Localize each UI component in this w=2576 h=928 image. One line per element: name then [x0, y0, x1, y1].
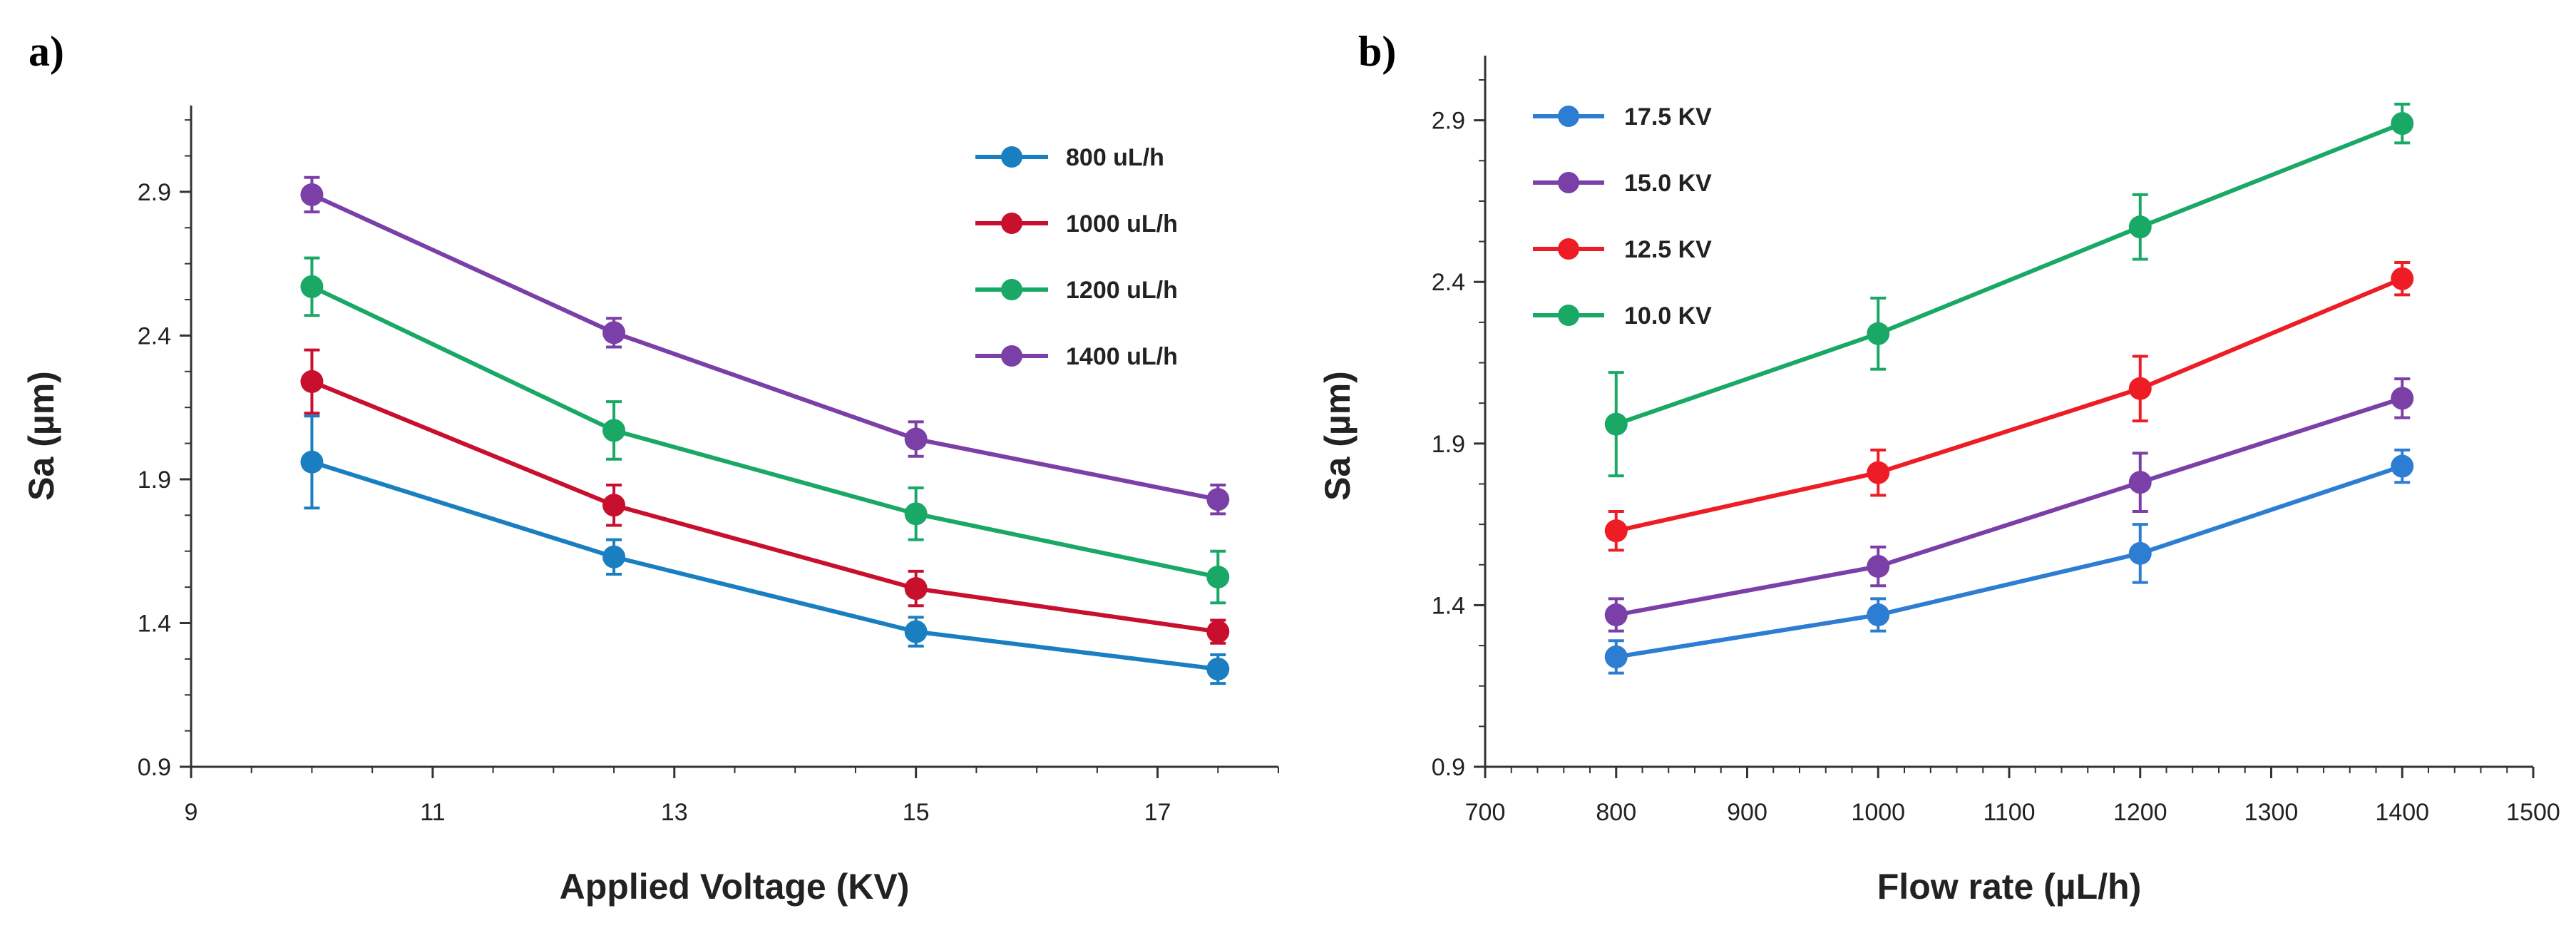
y-tick-label: 1.9: [138, 466, 171, 494]
x-axis-title: Applied Voltage (KV): [560, 867, 910, 907]
x-tick-label: 1200: [2113, 799, 2167, 826]
data-point: [2391, 454, 2414, 478]
data-point: [1206, 620, 1230, 643]
series-line: [311, 193, 1218, 502]
data-point: [1604, 412, 1628, 436]
data-point: [602, 545, 626, 568]
legend-marker: [1001, 345, 1022, 367]
legend-marker: [1558, 305, 1579, 326]
data-point: [300, 369, 324, 393]
data-point: [2128, 471, 2152, 494]
x-tick-label: 9: [185, 799, 198, 826]
series-line: [311, 285, 1218, 579]
y-tick-label: 0.9: [138, 754, 171, 781]
x-tick-label: 900: [1727, 799, 1767, 826]
y-tick-label: 0.9: [1432, 754, 1465, 781]
x-tick-label: 1000: [1851, 799, 1905, 826]
x-tick-label: 1300: [2244, 799, 2299, 826]
data-point: [2391, 112, 2414, 136]
legend-label: 1400 uL/h: [1066, 343, 1178, 370]
legend-marker: [1558, 238, 1579, 260]
panel-label: b): [1358, 28, 1396, 75]
data-point: [1206, 565, 1230, 588]
data-point: [904, 427, 928, 451]
y-tick-label: 2.4: [138, 322, 171, 350]
x-axis-title: Flow rate (µL/h): [1877, 867, 2141, 907]
data-point: [2391, 267, 2414, 290]
y-tick-label: 2.9: [1432, 108, 1465, 135]
x-tick-label: 11: [420, 799, 445, 826]
y-tick-label: 1.4: [1432, 592, 1465, 619]
series-line: [1616, 396, 2403, 617]
x-tick-label: 17: [1144, 799, 1171, 826]
data-point: [1867, 555, 1890, 578]
x-tick-label: 1100: [1983, 799, 2035, 826]
data-point: [1867, 461, 1890, 484]
y-axis-title: Sa (µm): [1318, 371, 1358, 501]
data-point: [904, 502, 928, 526]
data-point: [300, 275, 324, 298]
y-tick-label: 1.9: [1432, 431, 1465, 458]
legend-marker: [1558, 172, 1579, 193]
y-tick-label: 2.9: [138, 179, 171, 206]
series-line: [1616, 464, 2403, 659]
series-800-ul-h: [300, 414, 1230, 685]
legend-label: 10.0 KV: [1624, 302, 1712, 330]
data-point: [1604, 645, 1628, 668]
chart-panel-b: b) 700 800 900 1000 1100 1200 1300 1400 1500 0.9 1.…: [1318, 28, 2560, 907]
data-point: [1604, 519, 1628, 543]
y-axis-title: Sa (µm): [21, 371, 61, 501]
data-point: [904, 620, 928, 643]
x-tick-label: 13: [661, 799, 688, 826]
data-point: [300, 450, 324, 474]
series-1000-ul-h: [300, 348, 1230, 645]
legend-marker: [1001, 213, 1022, 234]
legend-label: 800 uL/h: [1066, 144, 1164, 171]
legend-label: 1200 uL/h: [1066, 277, 1178, 304]
data-point: [602, 321, 626, 345]
x-tick-label: 1500: [2506, 799, 2560, 826]
data-point: [1206, 488, 1230, 511]
series-line: [311, 459, 1218, 671]
series-12-5-kv: [1604, 261, 2414, 552]
y-tick-label: 2.4: [1432, 269, 1465, 296]
chart-panel-a: a) 9 11 13 15 17 0.9 1.4 1.9 2.4 2.9 Applied Voltag…: [21, 28, 1279, 907]
legend-label: 17.5 KV: [1624, 103, 1712, 131]
legend-label: 15.0 KV: [1624, 170, 1712, 197]
series-10-0-kv: [1604, 102, 2414, 478]
series-line: [1616, 276, 2403, 534]
legend-marker: [1001, 279, 1022, 300]
legend-label: 1000 uL/h: [1066, 210, 1178, 238]
legend-label: 12.5 KV: [1624, 236, 1712, 263]
series-15-0-kv: [1604, 377, 2414, 633]
data-point: [300, 183, 324, 206]
x-tick-label: 1400: [2375, 799, 2429, 826]
data-point: [602, 494, 626, 517]
panel-label: a): [29, 28, 64, 75]
data-point: [1867, 603, 1890, 627]
data-point: [904, 577, 928, 601]
series-17-5-kv: [1604, 448, 2414, 675]
x-tick-label: 800: [1596, 799, 1636, 826]
series-1400-ul-h: [300, 175, 1230, 516]
data-point: [2128, 541, 2152, 565]
data-point: [2128, 215, 2152, 239]
x-tick-label: 700: [1465, 799, 1506, 826]
y-tick-label: 1.4: [138, 610, 171, 637]
x-tick-label: 15: [903, 799, 930, 826]
data-point: [2128, 377, 2152, 400]
data-point: [1604, 603, 1628, 627]
data-point: [2391, 387, 2414, 410]
series-1200-ul-h: [300, 256, 1230, 605]
series-line: [311, 379, 1218, 634]
legend-marker: [1558, 106, 1579, 127]
data-point: [1867, 322, 1890, 345]
series-line: [1615, 121, 2403, 427]
legend-marker: [1001, 146, 1022, 168]
data-point: [1206, 657, 1230, 680]
data-point: [602, 419, 626, 442]
